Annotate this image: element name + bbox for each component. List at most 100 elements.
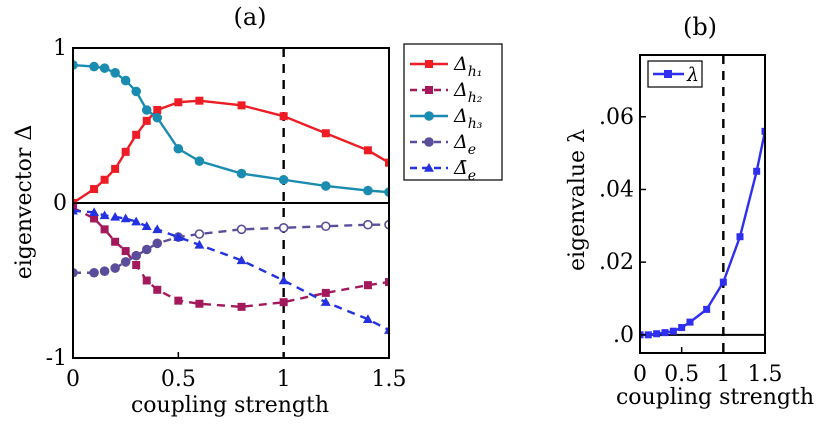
- legend-marker-4: [424, 163, 434, 172]
- data-point-3-7: [152, 238, 163, 249]
- legend-marker-2: [424, 111, 434, 121]
- data-point-0-10: [237, 101, 246, 110]
- x-tick-label: 1.5: [748, 362, 783, 387]
- data-point-2-3: [110, 68, 120, 78]
- data-point-4-2: [99, 210, 110, 220]
- panel-b-xlabel: coupling strength: [616, 385, 814, 410]
- y-tick-label: -1: [46, 346, 67, 371]
- data-point-3-6: [141, 244, 152, 255]
- y-tick-label: .0: [613, 323, 634, 348]
- panel-b-ylabel: eigenvalue λ: [565, 129, 590, 271]
- y-tick-label: .06: [599, 105, 634, 130]
- legend-entry-2: Δh₃: [453, 105, 483, 132]
- data-point-3-9: [194, 229, 205, 239]
- data-point-2-12: [320, 181, 331, 191]
- x-tick-label: 0: [66, 367, 80, 392]
- data-point-3-1: [89, 267, 99, 278]
- data-point-0-14: [385, 158, 389, 167]
- data-point-3-2: [99, 266, 110, 277]
- data-point-4-7: [152, 224, 163, 234]
- data-point-0-8: [719, 278, 727, 286]
- data-point-0-1: [644, 331, 652, 339]
- data-point-4-3: [110, 211, 121, 221]
- data-point-1-10: [237, 302, 246, 311]
- x-tick-label: 0.5: [161, 367, 196, 392]
- data-point-2-9: [194, 156, 205, 166]
- data-point-1-7: [153, 285, 162, 294]
- data-point-3-4: [120, 257, 131, 267]
- data-point-1-5: [132, 261, 141, 269]
- data-point-0-3: [111, 164, 120, 173]
- data-point-4-4: [120, 213, 131, 223]
- x-tick-label: 1.5: [372, 367, 407, 392]
- data-point-1-14: [385, 278, 389, 287]
- data-point-4-0: [73, 205, 78, 215]
- panel-a-xlabel: coupling strength: [131, 393, 329, 418]
- legend-marker-3: [424, 137, 434, 147]
- data-point-0-11: [279, 112, 288, 121]
- data-point-3-10: [236, 224, 247, 235]
- x-tick-label: 1: [716, 362, 730, 387]
- legend-entry-3: Δe: [453, 131, 476, 158]
- data-point-1-6: [142, 276, 151, 285]
- panel-a-axes-box: [72, 47, 390, 359]
- data-point-2-1: [89, 61, 99, 72]
- data-point-3-13: [363, 219, 373, 230]
- panel-b-legend: λ: [647, 60, 703, 88]
- data-point-4-8: [173, 232, 184, 241]
- legend-entry-4: Δ̄e: [453, 157, 476, 184]
- data-point-2-8: [173, 143, 184, 154]
- panel-b-title: (b): [683, 13, 717, 41]
- data-point-0-6: [686, 318, 694, 326]
- data-point-0-8: [174, 98, 183, 107]
- panel-b: (b) 0 0.5 1 1.5 .0 .02 .04 .06 coupling strengt…: [565, 13, 814, 410]
- data-point-1-8: [174, 296, 183, 305]
- x-tick-label: 0.5: [664, 362, 699, 387]
- data-point-2-10: [236, 168, 247, 179]
- y-tick-label: .04: [599, 177, 634, 202]
- data-point-1-11: [279, 298, 288, 307]
- series-line-3: [73, 223, 389, 274]
- data-point-4-6: [141, 221, 152, 230]
- panel-a: (a) 0 0.5 1 1.5-101 coupling strength eigen…: [12, 3, 407, 418]
- data-point-0-1: [90, 185, 99, 194]
- data-point-0-9: [736, 233, 744, 241]
- series-line-1: [73, 206, 389, 309]
- data-point-4-10: [236, 255, 247, 265]
- panel-a-title: (a): [233, 3, 266, 31]
- legend-entry-0: Δh₁: [453, 53, 482, 80]
- data-point-0-5: [678, 324, 686, 332]
- data-point-0-2: [100, 175, 109, 184]
- data-point-1-13: [363, 281, 372, 290]
- data-point-0-4: [121, 147, 130, 156]
- data-point-0-13: [363, 146, 372, 155]
- data-point-0-7: [153, 106, 162, 114]
- data-point-4-9: [194, 239, 205, 249]
- data-point-0-3: [661, 329, 669, 337]
- panel-b-axes-box: [639, 54, 766, 354]
- data-point-0-4: [669, 327, 677, 335]
- data-point-2-5: [131, 86, 141, 97]
- data-point-1-12: [321, 288, 330, 297]
- data-point-2-6: [141, 105, 152, 115]
- x-tick-label: 1: [277, 367, 291, 392]
- legend-marker-0: [425, 60, 433, 68]
- data-point-0-9: [195, 96, 204, 105]
- data-point-4-1: [89, 207, 100, 217]
- data-point-4-12: [320, 297, 331, 306]
- data-point-4-14: [384, 325, 389, 334]
- panel-a-ylabel: eigenvector Δ: [12, 125, 37, 280]
- data-point-0-6: [142, 116, 151, 125]
- data-point-1-1: [90, 214, 99, 223]
- data-point-4-11: [278, 275, 289, 285]
- x-tick-label: 0: [633, 362, 647, 387]
- data-point-2-7: [152, 112, 163, 123]
- data-point-0-12: [321, 129, 330, 138]
- data-point-2-2: [99, 63, 110, 73]
- data-point-0-2: [653, 330, 661, 338]
- data-point-3-12: [320, 221, 331, 232]
- data-point-1-0: [73, 203, 77, 212]
- series-line-2: [73, 63, 389, 194]
